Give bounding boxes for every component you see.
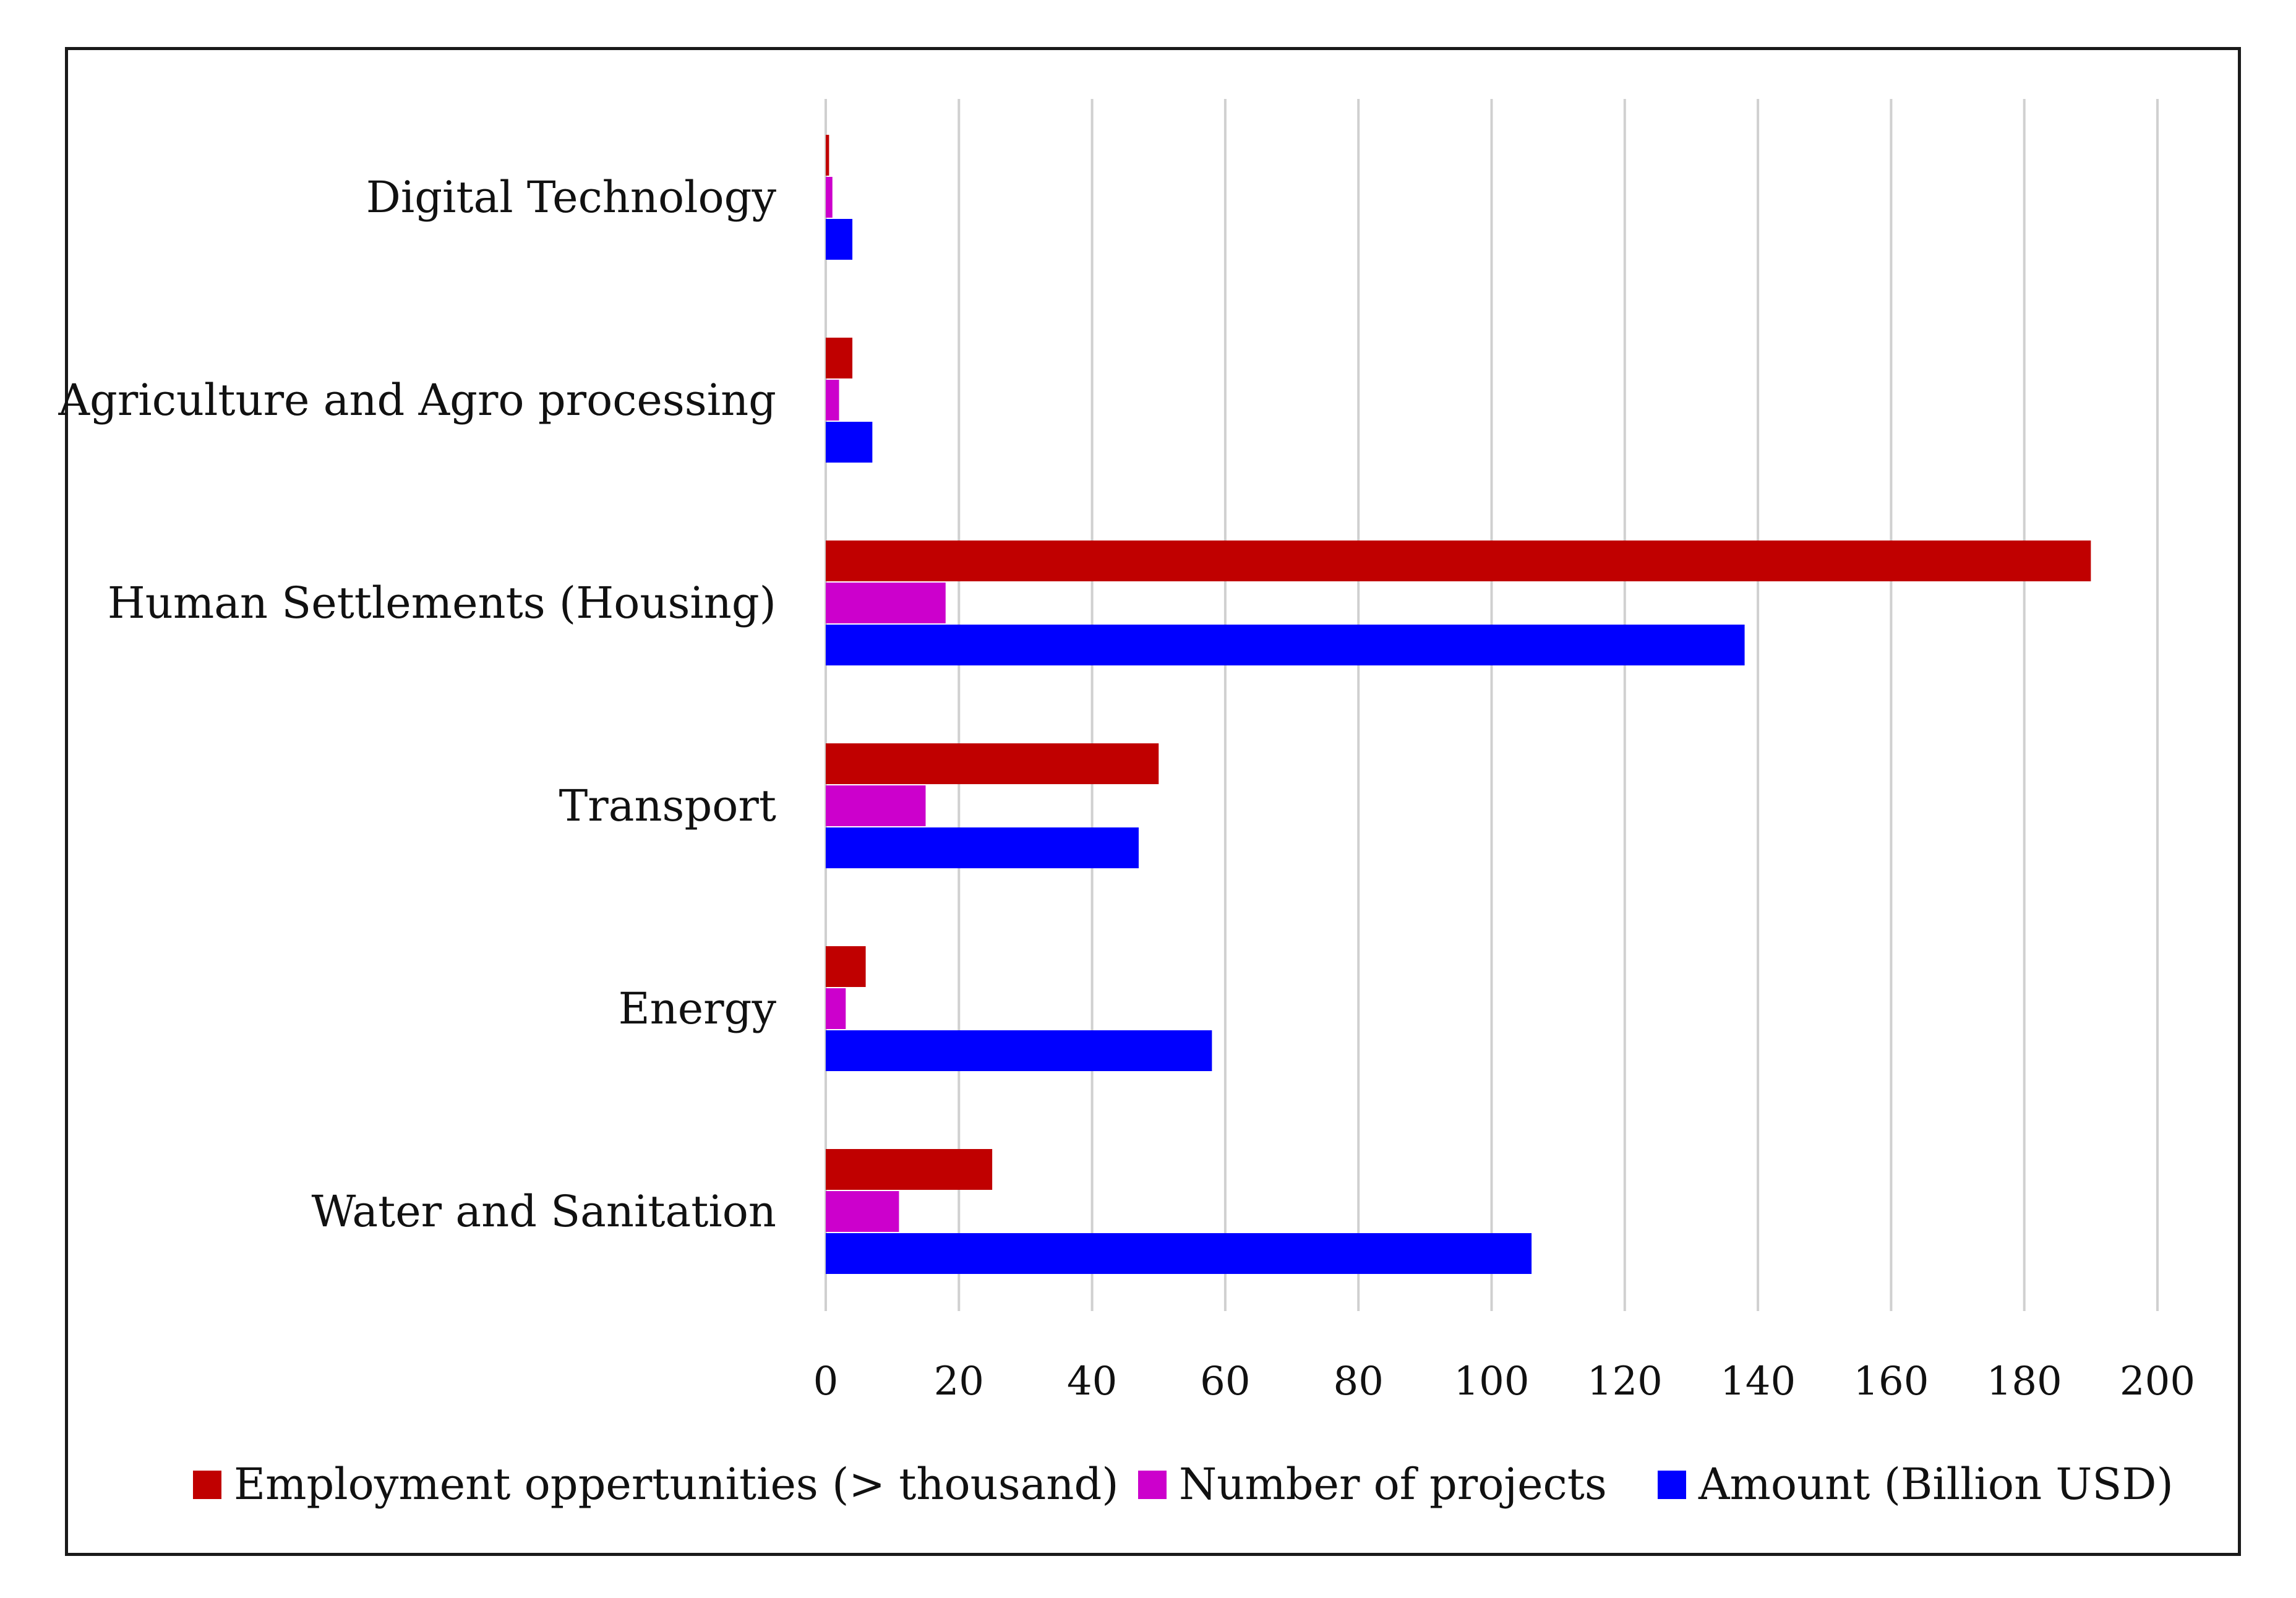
x-tick-label: 160 — [1853, 1359, 1929, 1404]
bar-employment-oppertunities-thousand — [826, 1149, 993, 1190]
bar-number-of-projects — [826, 583, 946, 623]
x-axis-tick-labels: 0 20 40 60 80 100 120 140 160 180 200 — [813, 1359, 2195, 1404]
x-tick-label: 0 — [813, 1359, 839, 1404]
category-label: Agriculture and Agro processing — [58, 375, 776, 425]
bars — [826, 135, 2091, 1274]
bar-number-of-projects — [826, 1191, 899, 1232]
legend-swatch — [1658, 1471, 1686, 1499]
x-tick-label: 80 — [1333, 1359, 1383, 1404]
chart-frame — [65, 47, 2241, 1556]
bar-amount-billion-usd — [826, 1233, 1532, 1274]
bar-employment-oppertunities-thousand — [826, 743, 1159, 784]
x-tick-label: 200 — [2120, 1359, 2195, 1404]
category-label: Energy — [619, 983, 777, 1034]
category-label: Transport — [559, 780, 776, 831]
bar-amount-billion-usd — [826, 219, 853, 260]
bar-amount-billion-usd — [826, 625, 1745, 665]
bar-employment-oppertunities-thousand — [826, 338, 853, 378]
bar-employment-oppertunities-thousand — [826, 540, 2091, 581]
x-tick-label: 20 — [934, 1359, 984, 1404]
x-tick-label: 120 — [1587, 1359, 1663, 1404]
bar-number-of-projects — [826, 988, 846, 1029]
legend-item: Amount (Billion USD) — [1658, 1459, 2174, 1510]
legend-label: Amount (Billion USD) — [1698, 1459, 2174, 1510]
bar-amount-billion-usd — [826, 827, 1139, 868]
bar-number-of-projects — [826, 785, 926, 826]
bar-number-of-projects — [826, 177, 833, 218]
x-tick-label: 180 — [1987, 1359, 2062, 1404]
x-tick-label: 100 — [1454, 1359, 1529, 1404]
x-tick-label: 40 — [1067, 1359, 1117, 1404]
category-label: Water and Sanitation — [311, 1186, 776, 1237]
category-label: Human Settlements (Housing) — [108, 578, 776, 628]
bar-employment-oppertunities-thousand — [826, 135, 829, 176]
category-labels: Digital Technology Agriculture and Agro p… — [58, 172, 776, 1237]
grid-lines — [825, 99, 2159, 1311]
x-tick-label: 60 — [1200, 1359, 1250, 1404]
legend-label: Employment oppertunities (> thousand) — [234, 1459, 1119, 1510]
bar-amount-billion-usd — [826, 422, 873, 463]
legend-label: Number of projects — [1179, 1459, 1607, 1510]
legend-swatch — [1138, 1471, 1167, 1499]
legend: Employment oppertunities (> thousand) Num… — [193, 1459, 2174, 1510]
legend-item: Employment oppertunities (> thousand) — [193, 1459, 1119, 1510]
legend-item: Number of projects — [1138, 1459, 1607, 1510]
bar-number-of-projects — [826, 380, 839, 421]
legend-swatch — [193, 1471, 221, 1499]
category-label: Digital Technology — [366, 172, 777, 223]
bar-employment-oppertunities-thousand — [826, 946, 866, 987]
bar-amount-billion-usd — [826, 1030, 1212, 1071]
x-tick-label: 140 — [1720, 1359, 1796, 1404]
